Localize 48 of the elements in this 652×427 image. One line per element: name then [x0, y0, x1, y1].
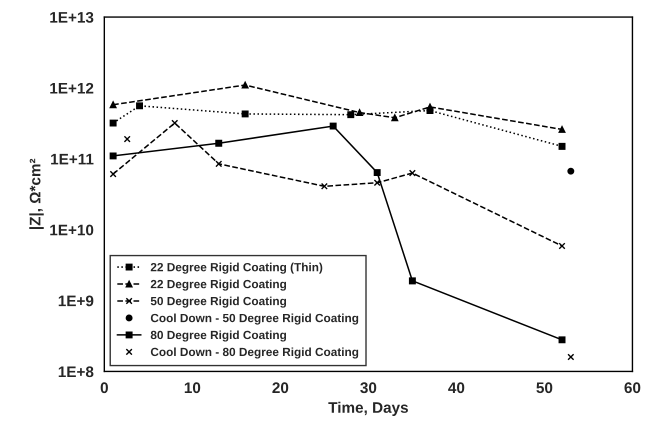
point — [391, 114, 398, 122]
legend-label: 80 Degree Rigid Coating — [150, 330, 286, 342]
point — [171, 120, 178, 127]
point — [356, 109, 364, 116]
legend-label: Cool Down - 50 Degree Rigid Coating — [150, 314, 358, 325]
y-tick-label: 1E+12 — [50, 82, 94, 94]
legend-label: 50 Degree Rigid Coating — [150, 296, 286, 308]
point — [215, 140, 222, 147]
point — [110, 152, 117, 160]
point — [110, 120, 117, 127]
point — [558, 142, 566, 150]
point — [558, 336, 566, 344]
point — [567, 168, 574, 175]
legend-label: 22 Degree Rigid Coating (Thin) — [150, 262, 322, 274]
x-axis-title: Time, Days — [328, 402, 408, 416]
y-tick-label: 1E+8 — [58, 366, 94, 378]
legend-label: Cool Down - 80 Degree Rigid Coating — [150, 347, 358, 359]
legend-label: 22 Degree Rigid Coating — [150, 280, 286, 291]
y-tick-label: 1E+11 — [51, 154, 94, 164]
point — [347, 111, 354, 118]
point — [558, 242, 566, 250]
x-tick-label: 60 — [624, 382, 640, 394]
y-axis-title: |Z|, Ω*cm² — [29, 158, 44, 229]
x-tick-label: 30 — [360, 382, 376, 394]
y-tick-label: 1E+10 — [50, 224, 94, 236]
y-tick-label: 1E+13 — [50, 12, 94, 23]
point — [320, 182, 328, 190]
point — [215, 160, 222, 168]
point — [426, 103, 434, 110]
point — [408, 277, 416, 284]
x-tick-label: 40 — [448, 382, 464, 394]
x-tick-label: 10 — [184, 382, 200, 394]
point — [374, 169, 381, 176]
point — [374, 179, 381, 186]
point — [408, 170, 416, 177]
point — [110, 170, 117, 178]
x-tick-label: 20 — [272, 382, 288, 394]
point — [242, 110, 249, 118]
point — [330, 122, 337, 130]
point — [567, 354, 574, 360]
x-tick-label: 50 — [536, 382, 552, 394]
point — [110, 101, 117, 108]
point — [136, 102, 143, 110]
point — [124, 136, 131, 143]
y-tick-label: 1E+9 — [58, 295, 94, 306]
x-tick-label: 0 — [100, 382, 108, 394]
point — [558, 126, 566, 133]
point — [242, 82, 249, 88]
